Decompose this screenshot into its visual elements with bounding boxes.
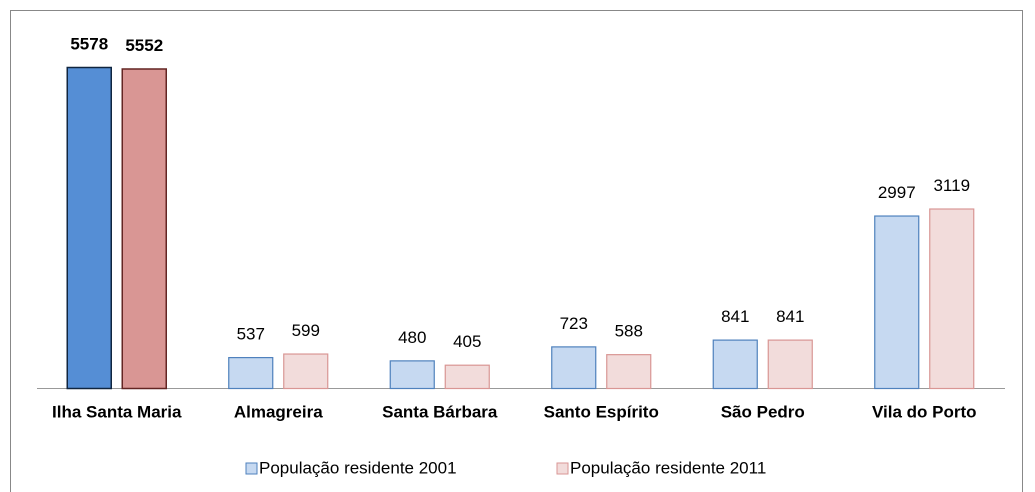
- bar: [121, 68, 167, 390]
- legend-label: População residente 2011: [570, 458, 766, 477]
- value-label: 588: [615, 322, 643, 341]
- value-label: 5552: [125, 36, 163, 55]
- x-tick-label: Santa Bárbara: [382, 402, 498, 421]
- bar: [444, 364, 490, 390]
- bar: [712, 339, 758, 390]
- bar: [283, 353, 329, 390]
- value-label: 841: [776, 307, 804, 326]
- legend-swatch: [556, 462, 569, 475]
- x-tick-label: Ilha Santa Maria: [52, 402, 182, 421]
- chart-frame: [10, 10, 1023, 492]
- value-label: 5578: [70, 34, 108, 53]
- x-tick-label: Almagreira: [234, 402, 323, 421]
- bar: [606, 354, 652, 390]
- bar: [228, 356, 274, 390]
- bar: [66, 66, 112, 390]
- bar: [551, 346, 597, 390]
- value-label: 2997: [878, 183, 916, 202]
- value-label: 841: [721, 307, 749, 326]
- legend-label: População residente 2001: [259, 458, 457, 477]
- value-label: 405: [453, 332, 481, 351]
- bar: [874, 215, 920, 390]
- value-label: 599: [292, 321, 320, 340]
- bar: [929, 208, 975, 390]
- value-label: 723: [560, 314, 588, 333]
- value-label: 3119: [933, 176, 970, 195]
- value-label: 537: [237, 325, 265, 344]
- x-tick-label: Vila do Porto: [872, 402, 977, 421]
- legend-swatch: [245, 462, 258, 475]
- bar: [389, 360, 435, 390]
- value-label: 480: [398, 328, 426, 347]
- x-tick-label: Santo Espírito: [544, 402, 659, 421]
- bar: [767, 339, 813, 390]
- x-tick-label: São Pedro: [721, 402, 805, 421]
